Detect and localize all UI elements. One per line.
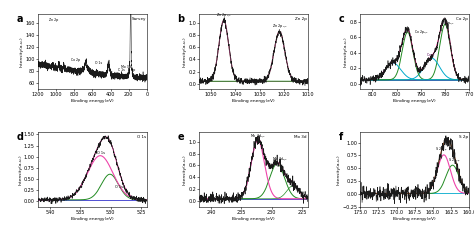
X-axis label: Binding energy(eV): Binding energy(eV) [393,99,436,103]
Text: Zn 2p$_{1/2}$: Zn 2p$_{1/2}$ [216,12,232,20]
Text: O 1s: O 1s [95,61,102,65]
Y-axis label: Intensity(a.u.): Intensity(a.u.) [20,36,24,67]
X-axis label: Binding energy(eV): Binding energy(eV) [393,217,436,221]
Text: C 1s: C 1s [118,68,124,72]
Text: O 1s: O 1s [115,185,123,189]
Text: f: f [338,132,343,142]
Text: O 1s: O 1s [97,151,105,155]
Text: Zn 2p$_{3/2}$: Zn 2p$_{3/2}$ [272,23,287,31]
Text: O 1s: O 1s [137,134,146,139]
Text: Zn 2p: Zn 2p [295,16,307,20]
Text: Co 2p$_{3/2}$: Co 2p$_{3/2}$ [440,20,455,28]
X-axis label: Binding energy(eV): Binding energy(eV) [232,217,275,221]
Text: e: e [177,132,184,142]
Text: Mo 3d$_{5/2}$: Mo 3d$_{5/2}$ [272,156,288,164]
Text: Zn 2p: Zn 2p [49,18,59,22]
Text: Co 2p$_{1/2}$: Co 2p$_{1/2}$ [414,29,428,37]
Text: S 2s: S 2s [289,182,297,186]
Text: S 2p$_{1/2}$: S 2p$_{1/2}$ [435,146,448,154]
X-axis label: Binding energy(eV): Binding energy(eV) [232,99,275,103]
Text: Co$^{3+}$: Co$^{3+}$ [389,60,399,67]
Text: Co 2p: Co 2p [456,16,468,20]
Text: Co 2p: Co 2p [72,58,81,62]
Text: d: d [16,132,23,142]
Y-axis label: Intensity(a.u.): Intensity(a.u.) [344,36,348,67]
Text: Co$^{2+}$: Co$^{2+}$ [426,52,436,60]
Text: b: b [177,14,184,24]
Y-axis label: Intensity(a.u.): Intensity(a.u.) [18,154,22,185]
X-axis label: Binding energy(eV): Binding energy(eV) [71,99,114,103]
Text: Survey: Survey [131,16,146,20]
Text: S 2p: S 2p [128,68,136,72]
Text: Mo 3d: Mo 3d [121,65,131,69]
Text: Mo 3d$_{3/2}$: Mo 3d$_{3/2}$ [250,132,266,141]
Text: a: a [16,14,23,24]
X-axis label: Binding energy(eV): Binding energy(eV) [71,217,114,221]
Y-axis label: Intensity(a.u.): Intensity(a.u.) [183,36,187,67]
Y-axis label: Intensity(a.u.): Intensity(a.u.) [337,154,341,185]
Text: S 2p: S 2p [459,134,468,139]
Text: S 2p$_{3/2}$: S 2p$_{3/2}$ [448,156,461,165]
Text: c: c [338,14,344,24]
Y-axis label: Intensity(a.u.): Intensity(a.u.) [183,154,187,185]
Text: Mo 3d: Mo 3d [294,134,307,139]
